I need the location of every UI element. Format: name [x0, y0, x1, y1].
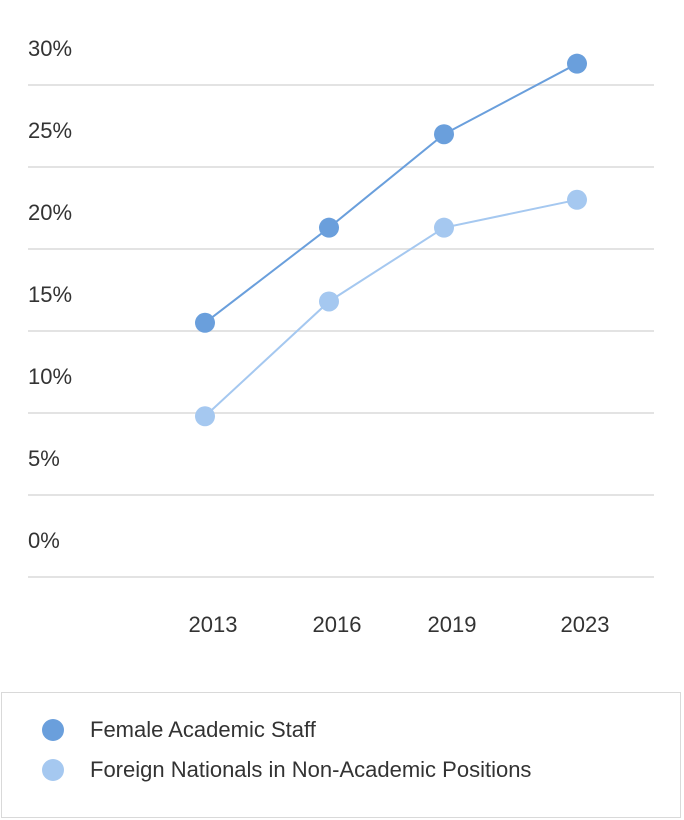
- y-tick-label-20: 20%: [28, 200, 72, 225]
- y-axis-tick-labels: 0% 5% 10% 15% 20% 25% 30%: [28, 36, 72, 553]
- x-tick-label-2016: 2016: [313, 612, 362, 637]
- legend-label-foreign-nationals: Foreign Nationals in Non-Academic Positi…: [90, 757, 532, 782]
- x-tick-label-2019: 2019: [428, 612, 477, 637]
- legend-swatch-foreign-nationals: [42, 759, 64, 781]
- series-line-0: [204, 62, 578, 324]
- data-point-1-2023: [567, 189, 587, 210]
- legend-label-female-academic-staff: Female Academic Staff: [90, 717, 316, 742]
- data-point-0-2013: [195, 312, 215, 333]
- y-tick-label-5: 5%: [28, 446, 60, 471]
- x-tick-label-2013: 2013: [189, 612, 238, 637]
- data-point-1-2019: [434, 217, 454, 238]
- legend-item-female-academic-staff: Female Academic Staff: [42, 715, 316, 745]
- data-point-0-2019: [434, 124, 454, 145]
- y-tick-label-0: 0%: [28, 528, 60, 553]
- y-tick-label-10: 10%: [28, 364, 72, 389]
- series-points: [195, 53, 587, 427]
- line-chart: 0% 5% 10% 15% 20% 25% 30% 2013 2016 2019 2023: [28, 36, 654, 637]
- legend-item-foreign-nationals: Foreign Nationals in Non-Academic Positi…: [42, 755, 531, 785]
- legend: Female Academic Staff Foreign Nationals …: [1, 692, 681, 818]
- legend-swatch-female-academic-staff: [42, 719, 64, 741]
- x-axis-tick-labels: 2013 2016 2019 2023: [189, 612, 610, 637]
- data-point-0-2016: [319, 217, 339, 238]
- series-line-1: [204, 198, 578, 418]
- y-tick-label-15: 15%: [28, 282, 72, 307]
- y-tick-label-25: 25%: [28, 118, 72, 143]
- grid-lines: [28, 84, 654, 578]
- x-tick-label-2023: 2023: [561, 612, 610, 637]
- data-point-0-2023: [567, 53, 587, 74]
- data-point-1-2013: [195, 406, 215, 427]
- series-lines: [204, 62, 578, 418]
- data-point-1-2016: [319, 291, 339, 312]
- y-tick-label-30: 30%: [28, 36, 72, 61]
